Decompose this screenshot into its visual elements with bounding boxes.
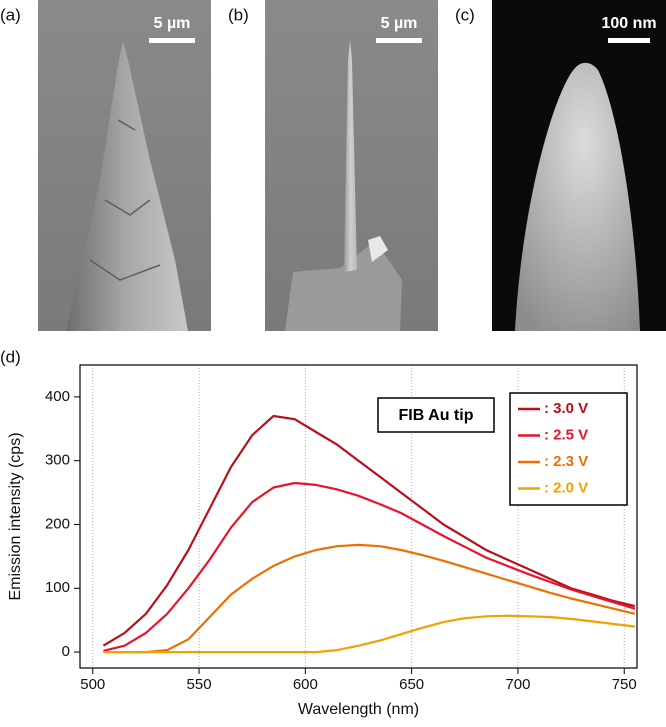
sem-image-b — [265, 0, 438, 331]
chart: (d) 500 550 600 650 700 750 0 100 200 300 400 Wavele… — [0, 347, 638, 718]
x-tick-label: 650 — [399, 676, 424, 693]
x-tick-label: 500 — [80, 676, 105, 693]
x-tick-label: 600 — [293, 676, 318, 693]
series-line — [102, 414, 636, 647]
y-tick-label: 200 — [45, 515, 70, 532]
y-tick-label: 0 — [62, 643, 70, 660]
x-tick-label: 700 — [505, 676, 530, 693]
x-tick-label: 550 — [187, 676, 212, 693]
series-line — [103, 481, 636, 652]
panel-annotations: (a) 5 µm (b) 5 µm (c) 100 nm — [0, 5, 657, 43]
series-line — [103, 543, 636, 654]
legend-label: : 2.5 V — [544, 426, 588, 443]
scale-bar — [608, 38, 650, 43]
annotation: FIB Au tip — [399, 407, 474, 424]
series-line — [103, 614, 636, 654]
sem-image-a — [38, 0, 211, 331]
annotation-box — [377, 397, 495, 433]
legend-label: : 2.3 V — [544, 453, 588, 470]
x-axis-title: Wavelength (nm) — [298, 701, 419, 718]
panel-label: (b) — [228, 5, 249, 24]
y-tick-label: 300 — [45, 452, 70, 469]
scale-bar-label: 5 µm — [154, 15, 191, 32]
x-tick-label: 750 — [612, 676, 637, 693]
panel-label: (a) — [0, 5, 21, 24]
legend-label: : 3.0 V — [544, 400, 588, 417]
plot-frame — [79, 364, 638, 669]
scale-bar-label: 100 nm — [601, 15, 656, 32]
scale-bar — [149, 38, 195, 43]
panel-label: (c) — [455, 5, 475, 24]
panel-label: (d) — [0, 347, 21, 366]
sem-image-c — [492, 0, 666, 332]
legend-box — [509, 392, 628, 506]
y-tick-label: 100 — [45, 579, 70, 596]
scale-bar-label: 5 µm — [381, 15, 418, 32]
legend-label: : 2.0 V — [544, 479, 588, 496]
y-axis-title: Emission intensity (cps) — [7, 432, 24, 600]
scale-bar — [376, 38, 422, 43]
y-tick-label: 400 — [45, 388, 70, 405]
